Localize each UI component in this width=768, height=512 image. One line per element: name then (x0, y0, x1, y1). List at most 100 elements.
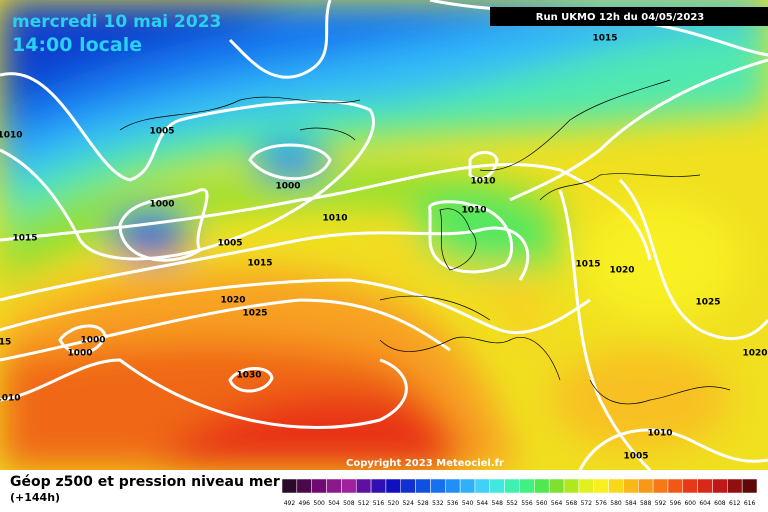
scale-label: 540 (462, 500, 474, 507)
scale-label: 568 (566, 500, 578, 507)
scale-label: 504 (328, 500, 340, 507)
date: mercredi 10 mai 2023 (12, 12, 221, 32)
scale-label: 552 (506, 500, 518, 507)
scale-label: 492 (284, 500, 296, 507)
scale-swatch (370, 478, 387, 494)
run-box (490, 7, 768, 26)
scale-swatch (489, 478, 505, 494)
isobar-label: 1000 (67, 349, 92, 359)
isobar-label: 1010 (647, 429, 672, 439)
coastlines (119, 79, 731, 405)
scale-swatch (548, 478, 565, 494)
scale-label: 544 (477, 500, 489, 507)
scale-swatch (459, 478, 476, 494)
scale-swatch (667, 478, 684, 494)
scale-label: 560 (536, 500, 548, 507)
isobar-label: 1005 (623, 452, 648, 462)
isobar-label: 1015 (592, 34, 617, 44)
copyright: Copyright 2023 Meteociel.fr (346, 458, 504, 469)
isobar-label: 1000 (149, 200, 174, 210)
scale-label: 524 (402, 500, 414, 507)
scale-swatch (578, 478, 594, 494)
isobar-label: 1015 (575, 260, 600, 270)
scale-label: 564 (551, 500, 563, 507)
isobar-label: 1015 (247, 259, 272, 269)
scale-label: 532 (432, 500, 444, 507)
isobar-label: 1020 (220, 296, 245, 306)
scale-swatch (326, 478, 342, 494)
isobar-label: 1030 (236, 371, 261, 381)
scale-swatch (519, 478, 535, 494)
scale-label: 608 (714, 500, 726, 507)
isobar-label: 1010 (470, 177, 495, 187)
scale-label: 528 (417, 500, 429, 507)
scale-swatch (652, 478, 669, 494)
isobar-label: 1005 (149, 127, 174, 137)
isobar-label: 1010 (0, 131, 23, 141)
run-label: Run UKMO 12h du 04/05/2023 (536, 12, 705, 23)
scale-label: 592 (655, 500, 667, 507)
scale-swatch (445, 478, 461, 494)
scale-swatch (593, 478, 609, 494)
scale-label: 580 (610, 500, 622, 507)
scale-swatch (623, 478, 639, 494)
scale-swatch (697, 478, 713, 494)
isobar-label: 1000 (80, 336, 105, 346)
scale-swatch (474, 478, 491, 494)
color-scale: 492 496 500 504 508 512 516 520 524 528 532 536 540 5… (281, 478, 758, 507)
scale-label: 600 (684, 500, 696, 507)
footer-title: Géop z500 et pression niveau mer (10, 474, 280, 490)
field (0, 0, 768, 470)
isobar-label: 1025 (695, 298, 720, 308)
isobar-label: 1015 (12, 234, 37, 244)
isobars (0, 0, 768, 470)
scale-label: 548 (492, 500, 504, 507)
scale-swatch (385, 478, 401, 494)
scale-swatch (355, 478, 372, 494)
scale-label: 588 (640, 500, 652, 507)
isobar-label: 1000 (275, 182, 300, 192)
scale-label: 612 (729, 500, 741, 507)
scale-swatch (504, 478, 520, 494)
scale-swatch (741, 478, 758, 494)
isobar-label: 1010 (461, 206, 486, 216)
scale-label: 596 (670, 500, 682, 507)
footer: Géop z500 et pression niveau mer (+144h)… (10, 474, 758, 507)
scale-swatch (534, 478, 550, 494)
scale-swatch (727, 478, 743, 494)
scale-label: 604 (699, 500, 711, 507)
isobar-label: 1010 (0, 394, 21, 404)
scale-swatch (415, 478, 431, 494)
isobar-label: 1025 (242, 309, 267, 319)
scale-label: 508 (343, 500, 355, 507)
scale-swatch (608, 478, 624, 494)
scale-swatch (638, 478, 654, 494)
scale-label: 616 (744, 500, 756, 507)
isobar-label: 1005 (217, 239, 242, 249)
scale-label: 516 (373, 500, 385, 507)
lead-time: (+144h) (10, 491, 60, 504)
scale-label: 500 (313, 500, 325, 507)
scale-label: 496 (299, 500, 311, 507)
scale-label: 556 (521, 500, 533, 507)
scale-label: 584 (625, 500, 637, 507)
scale-label: 512 (358, 500, 370, 507)
scale-label: 576 (595, 500, 607, 507)
scale-label: 520 (388, 500, 400, 507)
isobar-label: 1010 (322, 214, 347, 224)
scale-swatch (563, 478, 580, 494)
time: 14:00 locale (12, 34, 142, 56)
scale-swatch (296, 478, 312, 494)
scale-swatch (311, 478, 327, 494)
weather-map: 1015 1010 1005 1000 1010 1010 1010 1000 1015 1005… (0, 0, 768, 470)
scale-swatch (341, 478, 357, 494)
isobar-label: 1020 (609, 266, 634, 276)
isobar-label: 1020 (742, 349, 767, 359)
scale-swatch (430, 478, 446, 494)
scale-swatch (712, 478, 728, 494)
scale-swatch (281, 478, 298, 494)
scale-label: 572 (581, 500, 593, 507)
isobar-labels: 1015 1010 1005 1000 1010 1010 1010 1000 1015 1005… (0, 34, 768, 462)
scale-swatch (400, 478, 416, 494)
